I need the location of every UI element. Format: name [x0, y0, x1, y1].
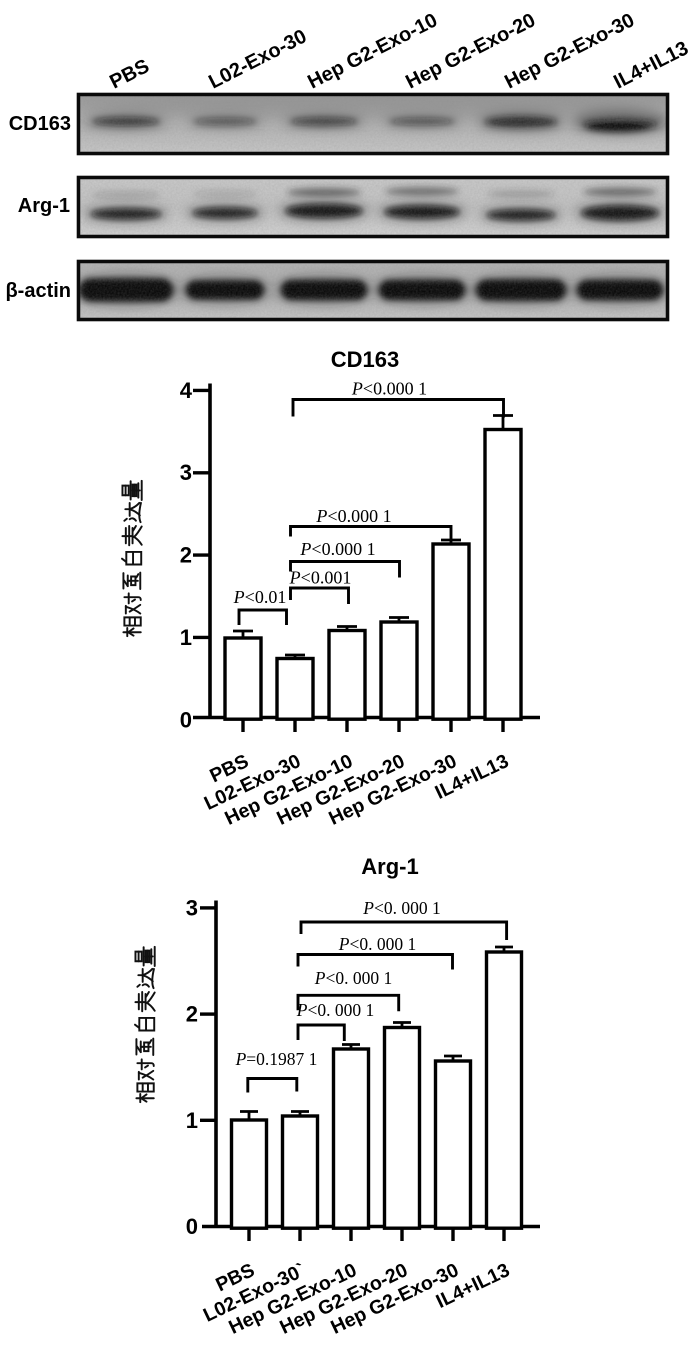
svg-text:β-actin: β-actin: [5, 280, 71, 302]
svg-text:0: 0: [186, 1214, 198, 1239]
svg-text:P<0.01: P<0.01: [233, 587, 287, 607]
svg-text:P<0. 000 1: P<0. 000 1: [314, 968, 392, 988]
svg-text:CD163: CD163: [331, 347, 399, 372]
svg-text:3: 3: [180, 460, 192, 485]
svg-text:P<0.000 1: P<0.000 1: [351, 379, 427, 399]
svg-text:P=0.1987 1: P=0.1987 1: [235, 1049, 318, 1069]
svg-text:L02-Exo-30: L02-Exo-30: [205, 25, 310, 93]
svg-text:1: 1: [186, 1108, 198, 1133]
svg-text:Arg-1: Arg-1: [18, 195, 70, 217]
svg-text:PBS: PBS: [106, 55, 153, 93]
svg-text:IL4+IL13: IL4+IL13: [610, 37, 692, 93]
svg-text:P<0.000 1: P<0.000 1: [299, 539, 375, 559]
svg-text:P<0. 000 1: P<0. 000 1: [296, 1000, 374, 1020]
svg-text:4: 4: [180, 378, 193, 403]
svg-text:P<0.001: P<0.001: [289, 568, 352, 588]
svg-text:0: 0: [180, 707, 192, 732]
svg-text:P<0. 000 1: P<0. 000 1: [338, 934, 416, 954]
svg-text:Arg-1: Arg-1: [361, 854, 418, 879]
svg-text:2: 2: [186, 1002, 198, 1027]
svg-text:CD163: CD163: [9, 113, 71, 135]
svg-text:P<0.000 1: P<0.000 1: [315, 506, 391, 526]
svg-text:2: 2: [180, 543, 192, 568]
svg-text:3: 3: [186, 895, 198, 920]
svg-text:P<0. 000 1: P<0. 000 1: [362, 898, 440, 918]
svg-text:1: 1: [180, 625, 192, 650]
